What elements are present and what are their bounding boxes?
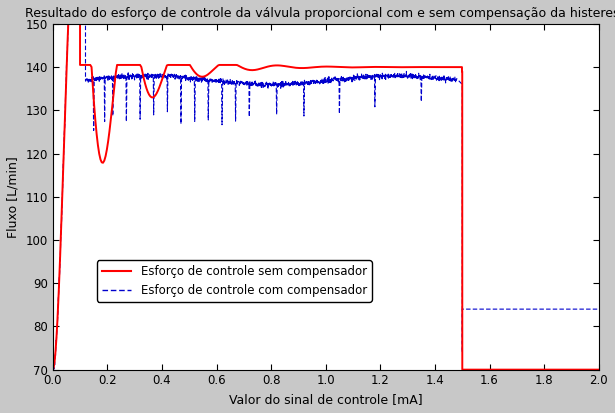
Title: Resultado do esforço de controle da válvula proporcional com e sem compensação d: Resultado do esforço de controle da válv… [25, 7, 615, 20]
Legend: Esforço de controle sem compensador, Esforço de controle com compensador: Esforço de controle sem compensador, Esf… [97, 260, 371, 301]
X-axis label: Valor do sinal de controle [mA]: Valor do sinal de controle [mA] [229, 393, 423, 406]
Y-axis label: Fluxo [L/min]: Fluxo [L/min] [7, 156, 20, 237]
